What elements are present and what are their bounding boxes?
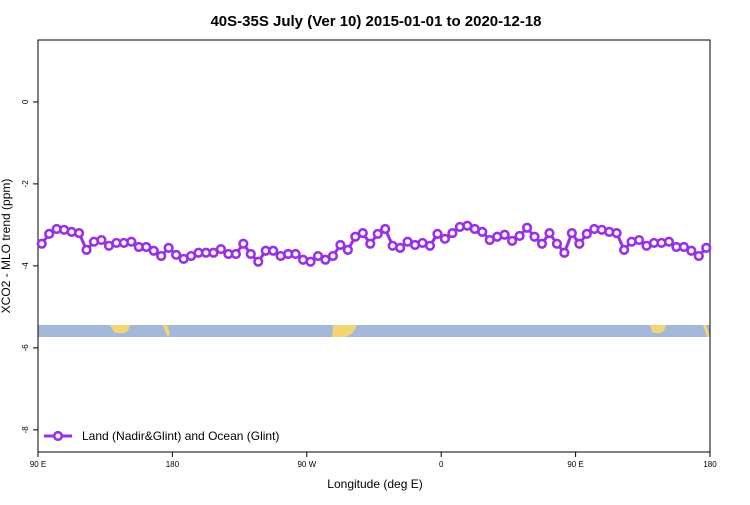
data-point <box>514 230 525 242</box>
data-point <box>163 242 174 253</box>
legend-label: Land (Nadir&Glint) and Ocean (Glint) <box>82 429 279 443</box>
data-point <box>215 243 227 255</box>
x-tick-label: 90 W <box>297 460 316 469</box>
data-point <box>253 256 264 267</box>
data-point <box>529 231 540 242</box>
x-tick-label: 0 <box>439 460 444 469</box>
x-tick-label: 180 <box>703 460 717 469</box>
data-point <box>290 248 301 260</box>
y-tick-label: -2 <box>21 180 30 188</box>
legend-marker <box>52 430 64 442</box>
data-point <box>268 245 279 256</box>
data-point <box>678 241 689 253</box>
data-point <box>447 227 458 239</box>
data-point <box>559 247 570 258</box>
data-point <box>544 227 555 239</box>
data-point <box>499 229 510 240</box>
data-point <box>96 234 107 246</box>
data-point <box>36 238 47 249</box>
data-point <box>230 248 241 260</box>
data-point <box>395 242 406 253</box>
data-point <box>245 248 256 260</box>
data-point <box>581 228 592 240</box>
y-axis-label: XCO2 - MLO trend (ppm) <box>0 179 13 314</box>
data-point <box>424 240 436 251</box>
data-point <box>477 226 488 237</box>
y-tick-label: -4 <box>21 262 30 270</box>
x-tick-label: 90 E <box>30 460 46 469</box>
data-point <box>357 227 368 239</box>
data-point <box>663 236 675 247</box>
data-point <box>305 256 316 267</box>
data-point <box>566 227 577 239</box>
data-point <box>350 231 361 242</box>
data-point <box>432 228 443 240</box>
x-tick-label: 90 E <box>567 460 583 469</box>
data-point <box>126 236 137 247</box>
data-point <box>208 247 219 258</box>
map-strip <box>38 325 710 337</box>
data-point <box>633 234 645 246</box>
chart-title: 40S-35S July (Ver 10) 2015-01-01 to 2020… <box>210 13 541 30</box>
data-point <box>619 244 630 255</box>
data-point <box>44 228 55 240</box>
x-axis-label: Longitude (deg E) <box>327 477 422 491</box>
data-point <box>536 238 548 249</box>
data-point <box>81 244 92 255</box>
data-point <box>171 249 182 260</box>
data-point <box>574 238 585 249</box>
y-tick-label: -6 <box>21 344 30 352</box>
data-point <box>611 227 622 239</box>
data-point <box>551 238 563 249</box>
data-point <box>320 254 331 265</box>
y-tick-label: 0 <box>21 99 30 104</box>
data-point <box>312 250 324 262</box>
data-point <box>521 222 533 233</box>
data-point <box>701 242 712 253</box>
data-point <box>380 223 391 235</box>
data-point <box>693 250 704 262</box>
data-point <box>148 245 159 256</box>
data-point <box>73 227 85 239</box>
data-point <box>238 238 249 249</box>
data-point <box>507 235 518 246</box>
y-tick-label: -8 <box>21 426 30 434</box>
data-point <box>372 228 383 240</box>
data-point <box>365 238 376 249</box>
data-point <box>342 244 353 255</box>
data-point <box>156 250 167 262</box>
data-point <box>439 233 451 244</box>
data-point <box>141 241 152 253</box>
data-point <box>686 245 697 256</box>
data-point <box>335 239 346 251</box>
x-tick-label: 180 <box>166 460 180 469</box>
data-point <box>327 250 339 262</box>
